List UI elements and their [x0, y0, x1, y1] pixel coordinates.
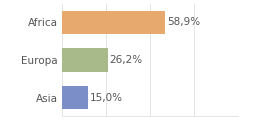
Text: 58,9%: 58,9%: [167, 17, 200, 27]
Bar: [62, 11, 165, 34]
Text: 15,0%: 15,0%: [90, 93, 123, 103]
Text: 26,2%: 26,2%: [109, 55, 143, 65]
Bar: [62, 86, 88, 109]
Bar: [62, 48, 108, 72]
